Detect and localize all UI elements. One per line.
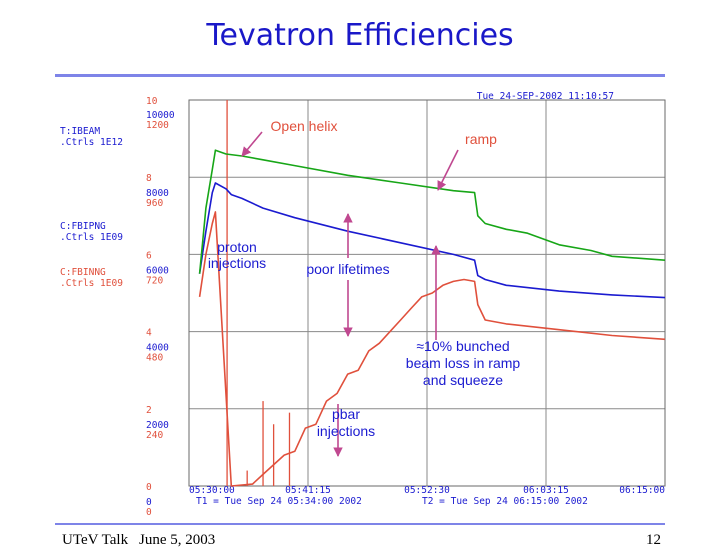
beam-loss-label-1: ≈10% bunched — [416, 338, 509, 354]
y-tick-label: 4 — [146, 328, 152, 339]
y-scale1-label: 2000 — [146, 420, 169, 431]
x-tick-label: 05:41:15 — [285, 485, 331, 496]
y-scale2-label: 240 — [146, 430, 163, 441]
beam-loss-label-3: and squeeze — [423, 372, 503, 388]
cursor-label-t1: T1 = Tue Sep 24 05:34:00 2002 — [196, 496, 362, 507]
y-scale1-label: 6000 — [146, 265, 169, 276]
poor-lifetimes-label: poor lifetimes — [306, 261, 389, 277]
series-line — [198, 211, 666, 487]
pbar-injections-label-1: pbar — [332, 406, 360, 422]
channel-units-1: .Ctrls 1E12 — [60, 137, 123, 148]
footer-talk: UTeV Talk — [62, 532, 129, 548]
footer-divider — [55, 523, 665, 525]
chart-axes: 108800096066000720440004802200024000005:… — [146, 96, 665, 518]
y-scale1-label: 4000 — [146, 343, 169, 354]
pbar-injections-label-2: injections — [317, 423, 375, 439]
open-helix-label: Open helix — [271, 118, 338, 134]
channel-units-2: .Ctrls 1E09 — [60, 232, 123, 243]
y-scale2-label: 960 — [146, 198, 163, 209]
y-tick-label: 2 — [146, 405, 152, 416]
chart-left-labels: T:IBEAM .Ctrls 1E12 C:FBIPNG .Ctrls 1E09… — [60, 91, 614, 507]
proton-injections-label-1: proton — [217, 239, 257, 255]
chart-grid — [188, 99, 666, 487]
ramp-arrow — [437, 149, 459, 191]
x-tick-label: 06:15:00 — [619, 485, 665, 496]
y-scale2-label: 480 — [146, 353, 163, 364]
open-helix-arrow — [241, 131, 263, 157]
series-line — [198, 149, 666, 274]
ramp-label: ramp — [465, 131, 497, 147]
y-scale2-label: 720 — [146, 275, 163, 286]
channel-name-2: C:FBIPNG — [60, 221, 106, 232]
top-scale-1: 10000 — [146, 110, 175, 121]
x-tick-label: 05:52:30 — [404, 485, 450, 496]
y-scale2-label: 0 — [146, 507, 152, 518]
y-tick-label: 8 — [146, 173, 152, 184]
series-line — [198, 182, 666, 299]
title-divider — [55, 74, 665, 77]
timestamp: Tue 24-SEP-2002 11:10:57 — [477, 91, 614, 102]
page-number: 12 — [646, 532, 661, 548]
y-scale1-label: 8000 — [146, 188, 169, 199]
cursor-label-t2: T2 = Tue Sep 24 06:15:00 2002 — [422, 496, 588, 507]
x-tick-label: 05:30:00 — [189, 485, 235, 496]
channel-name-1: T:IBEAM — [60, 126, 100, 137]
y-scale1-label: 0 — [146, 497, 152, 508]
chart-series — [198, 100, 666, 487]
plot-frame — [188, 99, 666, 487]
y-tick-label: 0 — [146, 482, 152, 493]
channel-units-3: .Ctrls 1E09 — [60, 278, 123, 289]
chart-annotations: Open helix ramp proton injections poor l… — [208, 118, 521, 457]
y-tick-label: 6 — [146, 250, 152, 261]
footer-date: June 5, 2003 — [139, 532, 216, 548]
proton-injections-label-2: injections — [208, 255, 266, 271]
channel-name-3: C:FBINNG — [60, 267, 106, 278]
y-tick-label: 10 — [146, 96, 158, 107]
top-scale-2: 1200 — [146, 120, 169, 131]
beam-loss-label-2: beam loss in ramp — [406, 355, 521, 371]
x-tick-label: 06:03:15 — [523, 485, 569, 496]
slide-title: Tevatron Efficiencies — [206, 18, 514, 53]
